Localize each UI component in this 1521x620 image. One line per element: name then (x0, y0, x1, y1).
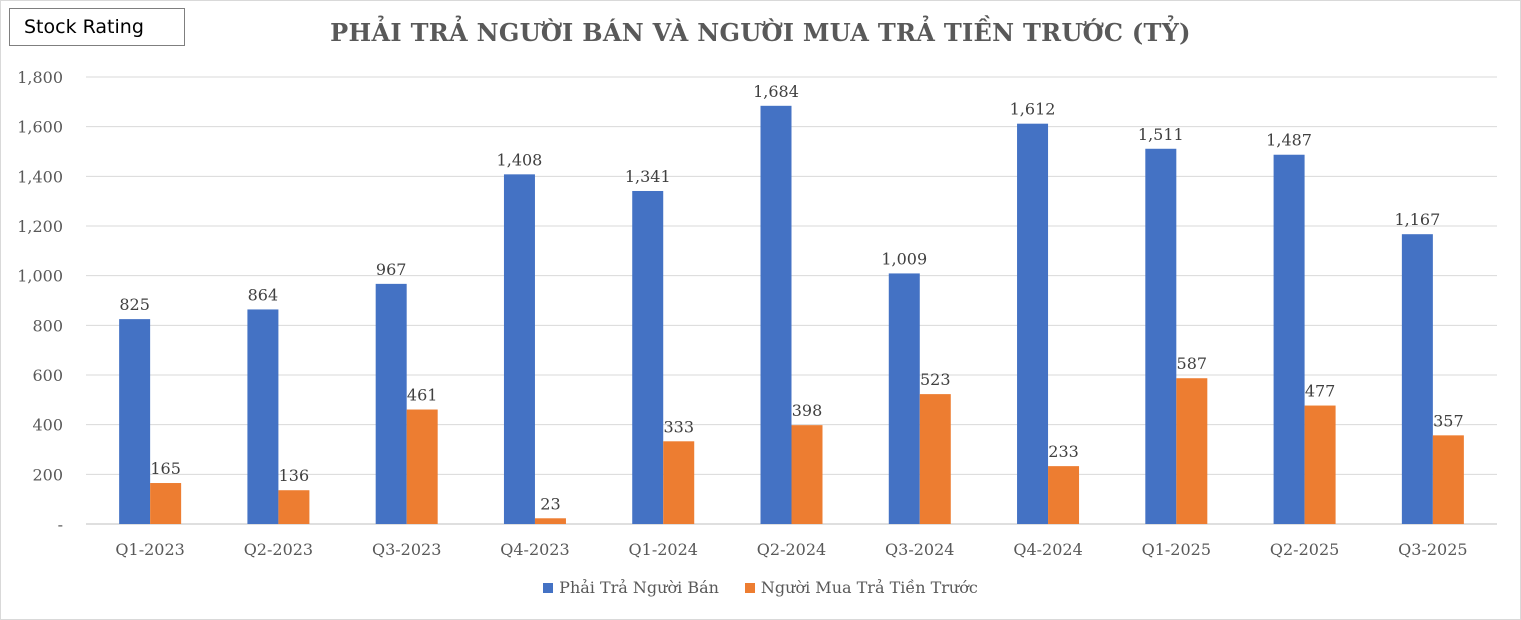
x-tick-label: Q2-2023 (244, 540, 313, 559)
x-tick-label: Q1-2023 (115, 540, 184, 559)
legend-swatch-series-1 (543, 582, 554, 593)
x-tick-label: Q3-2025 (1398, 540, 1467, 559)
y-tick-label: 1,400 (17, 167, 63, 186)
y-tick-label: 1,600 (17, 118, 63, 137)
data-label: 1,487 (1266, 131, 1312, 150)
chart-title: PHẢI TRẢ NGƯỜI BÁN VÀ NGƯỜI MUA TRẢ TIỀN… (330, 18, 1191, 47)
data-label: 477 (1305, 382, 1336, 401)
bar-series-1 (1145, 148, 1177, 525)
bar-series-1 (375, 283, 407, 524)
bar-series-2 (663, 441, 695, 524)
data-label: 1,684 (753, 82, 799, 101)
bar-series-2 (1304, 405, 1336, 524)
bar-series-2 (150, 483, 182, 524)
bar-series-1 (632, 190, 664, 525)
data-label: 1,612 (1010, 100, 1056, 119)
x-tick-label: Q2-2024 (757, 540, 826, 559)
bar-series-1 (1401, 234, 1433, 524)
x-tick-label: Q2-2025 (1270, 540, 1339, 559)
bar-series-2 (791, 425, 823, 524)
data-label: 233 (1048, 442, 1079, 461)
bar-series-2 (1176, 378, 1208, 524)
data-label: 333 (663, 417, 694, 436)
data-label: 461 (407, 386, 438, 405)
data-label: 1,408 (497, 150, 543, 169)
bar-series-1 (760, 105, 792, 524)
bar-series-2 (406, 409, 438, 524)
data-label: 398 (792, 401, 823, 420)
y-tick-label: - (58, 515, 63, 534)
data-label: 136 (279, 466, 310, 485)
bar-series-1 (119, 319, 151, 524)
legend-item-series-1: Phải Trả Người Bán (543, 578, 719, 597)
bar-series-2 (1432, 435, 1464, 524)
bar-series-2 (534, 518, 566, 524)
data-label: 967 (376, 260, 407, 279)
bar-series-1 (888, 273, 920, 524)
data-label: 1,167 (1394, 210, 1440, 229)
data-label: 357 (1433, 411, 1464, 430)
y-tick-label: 1,200 (17, 217, 63, 236)
stock-rating-badge: Stock Rating (9, 8, 185, 46)
data-label: 23 (540, 494, 560, 513)
data-label: 1,511 (1138, 125, 1184, 144)
y-tick-label: 200 (32, 465, 63, 484)
legend-label-series-2: Người Mua Trả Tiền Trước (760, 578, 978, 597)
x-tick-label: Q4-2024 (1013, 540, 1082, 559)
x-tick-label: Q1-2024 (629, 540, 698, 559)
legend-label-series-1: Phải Trả Người Bán (559, 578, 719, 597)
y-tick-label: 1,000 (17, 267, 63, 286)
x-tick-label: Q3-2024 (885, 540, 954, 559)
bar-series-1 (503, 174, 535, 524)
chart-legend: Phải Trả Người Bán Người Mua Trả Tiền Tr… (0, 578, 1521, 597)
y-tick-label: 800 (32, 316, 63, 335)
bar-series-1 (247, 309, 279, 524)
data-label: 864 (248, 285, 279, 304)
data-label: 587 (1177, 354, 1208, 373)
x-tick-label: Q3-2023 (372, 540, 441, 559)
bar-series-1 (1273, 154, 1305, 524)
y-tick-label: 600 (32, 366, 63, 385)
data-label: 165 (150, 459, 181, 478)
data-label: 1,009 (881, 249, 927, 268)
data-label: 1,341 (625, 167, 671, 186)
legend-item-series-2: Người Mua Trả Tiền Trước (744, 578, 978, 597)
bar-series-2 (278, 490, 310, 524)
y-tick-label: 400 (32, 416, 63, 435)
bar-series-2 (919, 394, 951, 524)
y-tick-label: 1,800 (17, 68, 63, 87)
legend-swatch-series-2 (744, 582, 755, 593)
stock-rating-label: Stock Rating (24, 16, 144, 38)
data-label: 825 (119, 295, 150, 314)
bar-series-2 (1048, 466, 1080, 524)
data-label: 523 (920, 370, 951, 389)
x-tick-label: Q1-2025 (1142, 540, 1211, 559)
bar-series-1 (1017, 123, 1049, 524)
x-tick-label: Q4-2023 (500, 540, 569, 559)
